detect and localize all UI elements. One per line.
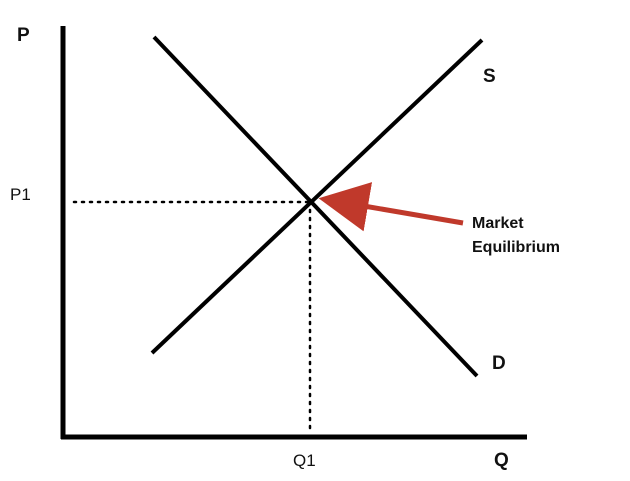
supply-label: S bbox=[483, 66, 496, 87]
supply-curve bbox=[150, 38, 484, 355]
equilibrium-arrow bbox=[318, 182, 464, 232]
annotation-equilibrium: Equilibrium bbox=[472, 239, 560, 256]
price-p1-label: P1 bbox=[10, 185, 31, 204]
y-axis-label: P bbox=[17, 25, 30, 46]
x-axis-label: Q bbox=[494, 450, 509, 471]
demand-curve bbox=[152, 35, 479, 378]
quantity-q1-label: Q1 bbox=[293, 451, 316, 470]
demand-label: D bbox=[492, 353, 506, 374]
annotation-market: Market bbox=[472, 215, 524, 232]
